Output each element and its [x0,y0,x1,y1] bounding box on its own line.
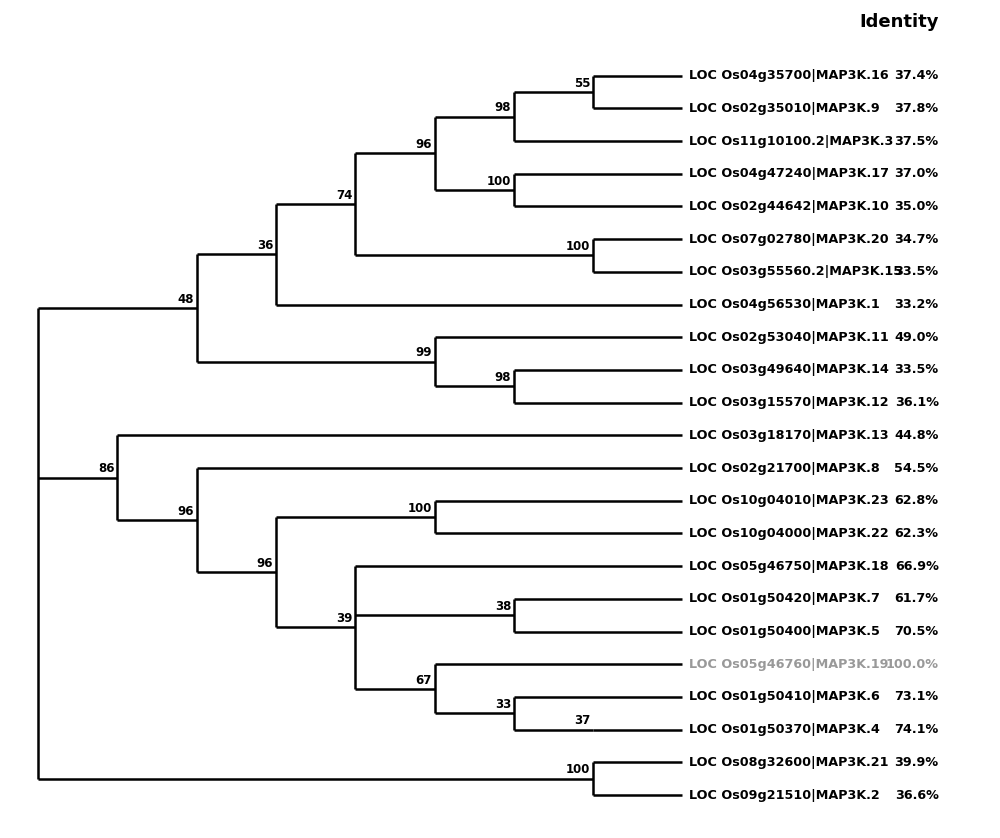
Text: 67: 67 [415,674,432,686]
Text: LOC Os05g46760|MAP3K.19: LOC Os05g46760|MAP3K.19 [689,658,889,670]
Text: 49.0%: 49.0% [894,331,939,344]
Text: LOC Os04g35700|MAP3K.16: LOC Os04g35700|MAP3K.16 [689,69,889,82]
Text: 96: 96 [177,504,194,518]
Text: 62.8%: 62.8% [895,494,939,507]
Text: 100: 100 [566,763,591,777]
Text: LOC Os03g18170|MAP3K.13: LOC Os03g18170|MAP3K.13 [689,429,889,442]
Text: 39: 39 [336,613,353,625]
Text: LOC Os07g02780|MAP3K.20: LOC Os07g02780|MAP3K.20 [689,233,889,246]
Text: 70.5%: 70.5% [895,625,939,638]
Text: 36.6%: 36.6% [895,789,939,802]
Text: 62.3%: 62.3% [895,527,939,540]
Text: 96: 96 [257,557,273,570]
Text: 99: 99 [415,346,432,360]
Text: 86: 86 [98,463,115,475]
Text: 36: 36 [257,239,273,252]
Text: LOC Os02g44642|MAP3K.10: LOC Os02g44642|MAP3K.10 [689,200,889,213]
Text: 37: 37 [574,714,591,727]
Text: 35.0%: 35.0% [895,200,939,213]
Text: 73.1%: 73.1% [895,691,939,703]
Text: LOC Os11g10100.2|MAP3K.3: LOC Os11g10100.2|MAP3K.3 [689,135,894,147]
Text: 44.8%: 44.8% [894,429,939,442]
Text: LOC Os01g50420|MAP3K.7: LOC Os01g50420|MAP3K.7 [689,592,880,605]
Text: 37.4%: 37.4% [894,69,939,82]
Text: LOC Os01g50410|MAP3K.6: LOC Os01g50410|MAP3K.6 [689,691,880,703]
Text: LOC Os03g55560.2|MAP3K.15: LOC Os03g55560.2|MAP3K.15 [689,266,903,278]
Text: 33.2%: 33.2% [895,298,939,311]
Text: LOC Os02g53040|MAP3K.11: LOC Os02g53040|MAP3K.11 [689,331,889,344]
Text: LOC Os05g46750|MAP3K.18: LOC Os05g46750|MAP3K.18 [689,560,889,572]
Text: 34.7%: 34.7% [894,233,939,246]
Text: 55: 55 [574,77,591,90]
Text: 36.1%: 36.1% [895,396,939,409]
Text: 98: 98 [495,371,511,384]
Text: 100: 100 [566,241,591,253]
Text: 98: 98 [495,101,511,114]
Text: 100: 100 [407,502,432,515]
Text: LOC Os01g50370|MAP3K.4: LOC Os01g50370|MAP3K.4 [689,723,880,736]
Text: 100.0%: 100.0% [886,658,939,670]
Text: LOC Os03g49640|MAP3K.14: LOC Os03g49640|MAP3K.14 [689,364,889,376]
Text: 61.7%: 61.7% [895,592,939,605]
Text: 33: 33 [495,698,511,711]
Text: LOC Os09g21510|MAP3K.2: LOC Os09g21510|MAP3K.2 [689,789,880,802]
Text: LOC Os02g21700|MAP3K.8: LOC Os02g21700|MAP3K.8 [689,462,880,474]
Text: 37.0%: 37.0% [895,168,939,180]
Text: 37.8%: 37.8% [895,102,939,115]
Text: 66.9%: 66.9% [895,560,939,572]
Text: 100: 100 [487,175,511,188]
Text: LOC Os01g50400|MAP3K.5: LOC Os01g50400|MAP3K.5 [689,625,880,638]
Text: 39.9%: 39.9% [895,756,939,769]
Text: 74.1%: 74.1% [894,723,939,736]
Text: LOC Os02g35010|MAP3K.9: LOC Os02g35010|MAP3K.9 [689,102,880,115]
Text: LOC Os04g47240|MAP3K.17: LOC Os04g47240|MAP3K.17 [689,168,889,180]
Text: LOC Os04g56530|MAP3K.1: LOC Os04g56530|MAP3K.1 [689,298,880,311]
Text: 33.5%: 33.5% [895,364,939,376]
Text: Identity: Identity [859,13,939,32]
Text: LOC Os08g32600|MAP3K.21: LOC Os08g32600|MAP3K.21 [689,756,889,769]
Text: 38: 38 [495,600,511,613]
Text: 33.5%: 33.5% [895,266,939,278]
Text: 54.5%: 54.5% [894,462,939,474]
Text: 37.5%: 37.5% [895,135,939,147]
Text: 74: 74 [336,189,353,202]
Text: 96: 96 [415,138,432,151]
Text: LOC Os10g04010|MAP3K.23: LOC Os10g04010|MAP3K.23 [689,494,889,507]
Text: 48: 48 [177,292,194,306]
Text: LOC Os03g15570|MAP3K.12: LOC Os03g15570|MAP3K.12 [689,396,889,409]
Text: LOC Os10g04000|MAP3K.22: LOC Os10g04000|MAP3K.22 [689,527,889,540]
